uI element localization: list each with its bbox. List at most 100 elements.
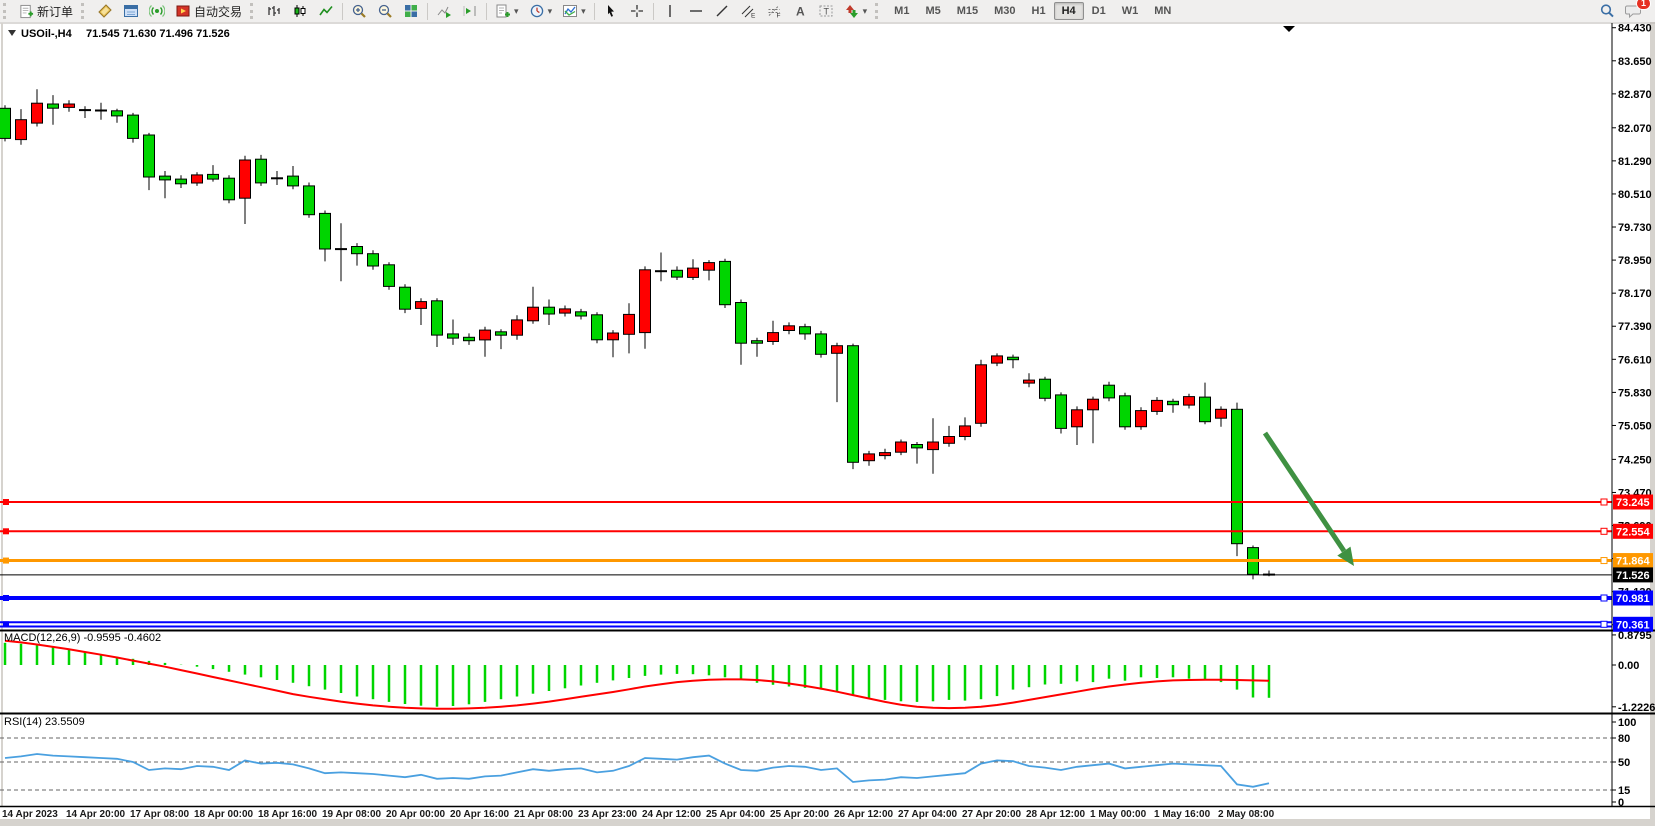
fibonacci-tool-icon[interactable]: F <box>761 0 787 22</box>
new-order-button[interactable]: 新订单 <box>14 0 78 22</box>
timeframe-m5[interactable]: M5 <box>925 5 941 17</box>
macd-signal-line <box>4 639 1270 710</box>
indicators-button[interactable]: ▾ <box>557 0 591 22</box>
timeframe-m15[interactable]: M15 <box>956 5 979 17</box>
time-axis-label: 20 Apr 16:00 <box>450 809 510 820</box>
auto-trading-button[interactable]: 自动交易 <box>170 0 247 22</box>
window-right-border <box>1650 22 1655 826</box>
candle-body <box>687 267 699 278</box>
candles-layer <box>0 89 1275 580</box>
signal-icon[interactable] <box>144 0 170 22</box>
line-handle[interactable] <box>3 595 9 602</box>
candle-body <box>447 333 459 339</box>
candle-body <box>607 332 619 341</box>
line-handle[interactable] <box>1600 594 1608 602</box>
time-axis-label: 27 Apr 20:00 <box>962 809 1022 820</box>
market-watch-icon[interactable] <box>118 0 144 22</box>
candle-body <box>367 253 379 267</box>
new-chart-button[interactable]: ▾ <box>490 0 524 22</box>
periods-clock-button[interactable]: ▾ <box>524 0 558 22</box>
rsi-layer <box>0 737 1612 791</box>
candle-body <box>751 340 763 344</box>
timeframe-h4[interactable]: H4 <box>1053 2 1084 20</box>
line-handle[interactable] <box>3 557 9 564</box>
timeframe-w1[interactable]: W1 <box>1121 5 1139 17</box>
price-tick-label: 77.390 <box>1618 321 1652 333</box>
time-axis-label: 25 Apr 04:00 <box>706 809 766 820</box>
annotation-layer <box>1262 431 1354 566</box>
auto-scroll-icon[interactable] <box>457 0 483 22</box>
chevron-down-icon: ▾ <box>514 5 519 16</box>
cursor-icon[interactable] <box>598 0 624 22</box>
time-axis-label: 1 May 00:00 <box>1090 809 1147 820</box>
zoom-out-icon[interactable] <box>372 0 398 22</box>
candle-body <box>319 212 331 250</box>
price-tick-label: 75.050 <box>1618 421 1652 433</box>
candle-body <box>143 134 155 178</box>
new-order-icon <box>19 4 34 19</box>
shift-end-marker-icon[interactable] <box>1283 26 1295 32</box>
candle-body <box>63 103 75 108</box>
timeframe-group: M1 M5 M15 M30 H1 H4 D1 W1 MN <box>886 2 1179 20</box>
chart-canvas[interactable]: 84.430 83.650 82.870 82.070 81.290 80.510 79.7… <box>0 22 1655 826</box>
candlestick-chart-icon[interactable] <box>287 0 313 22</box>
bar-chart-icon[interactable] <box>261 0 287 22</box>
zoom-in-icon[interactable] <box>346 0 372 22</box>
chat-icon[interactable]: 1 <box>1620 0 1651 22</box>
ticket-icon[interactable] <box>92 0 118 22</box>
candle-body <box>623 313 635 335</box>
timeframe-m30[interactable]: M30 <box>994 5 1016 17</box>
candle-body <box>47 103 59 109</box>
line-handle[interactable] <box>3 621 9 628</box>
timeframe-h1[interactable]: H1 <box>1031 5 1046 17</box>
line-handle[interactable] <box>1600 527 1608 535</box>
candle-body <box>719 260 731 306</box>
line-handle[interactable] <box>3 528 9 535</box>
time-axis-label: 18 Apr 00:00 <box>194 809 254 820</box>
tile-windows-icon[interactable] <box>398 0 424 22</box>
timeframe-mn[interactable]: MN <box>1154 5 1172 17</box>
trendline-tool-icon[interactable] <box>709 0 735 22</box>
vertical-line-tool-icon[interactable] <box>657 0 683 22</box>
price-badge-label: 70.361 <box>1616 619 1650 631</box>
line-handle[interactable] <box>1600 498 1608 506</box>
rsi-tick-label: 0 <box>1618 797 1624 809</box>
price-badge <box>1613 523 1653 539</box>
channel-tool-icon[interactable]: E <box>735 0 761 22</box>
symbol-dropdown-icon[interactable] <box>8 30 16 36</box>
macd-layer <box>3 639 1271 710</box>
timeframe-m1[interactable]: M1 <box>894 5 910 17</box>
candle-body <box>831 345 843 354</box>
candle-body <box>911 444 923 449</box>
candle-body <box>847 345 859 463</box>
time-axis-label: 2 May 08:00 <box>1218 809 1275 820</box>
search-icon[interactable] <box>1594 0 1620 22</box>
trend-arrow-annotation[interactable] <box>1262 431 1347 553</box>
candle-body <box>1119 395 1131 428</box>
crosshair-icon[interactable] <box>624 0 650 22</box>
candle-body <box>815 333 827 355</box>
text-tool-icon[interactable]: A <box>787 0 813 22</box>
candle-body <box>1023 379 1035 384</box>
price-badge-label: 71.864 <box>1616 556 1651 568</box>
line-handle[interactable] <box>1600 557 1608 565</box>
line-handle[interactable] <box>1600 620 1608 628</box>
timeframe-d1[interactable]: D1 <box>1091 5 1106 17</box>
candle-body <box>639 269 651 334</box>
arrows-tool-button[interactable]: ▾ <box>839 0 873 22</box>
toolbar-grip <box>3 3 11 19</box>
candle-body <box>1167 400 1179 406</box>
chart-shift-icon[interactable] <box>431 0 457 22</box>
time-axis-label: 14 Apr 20:00 <box>66 809 126 820</box>
line-handle[interactable] <box>3 499 9 505</box>
horizontal-line-tool-icon[interactable] <box>683 0 709 22</box>
time-axis-labels[interactable]: 14 Apr 2023 14 Apr 20:00 17 Apr 08:00 18 Ap… <box>2 809 1275 820</box>
text-label-tool-icon[interactable]: T <box>813 0 839 22</box>
candle-body <box>399 286 411 310</box>
line-chart-icon[interactable] <box>313 0 339 22</box>
macd-tick-label: 0.00 <box>1618 660 1639 672</box>
price-tick-label: 75.830 <box>1618 387 1652 399</box>
candle-body <box>543 306 555 315</box>
trend-arrow-head[interactable] <box>1337 546 1354 566</box>
candle-body <box>1151 399 1163 412</box>
